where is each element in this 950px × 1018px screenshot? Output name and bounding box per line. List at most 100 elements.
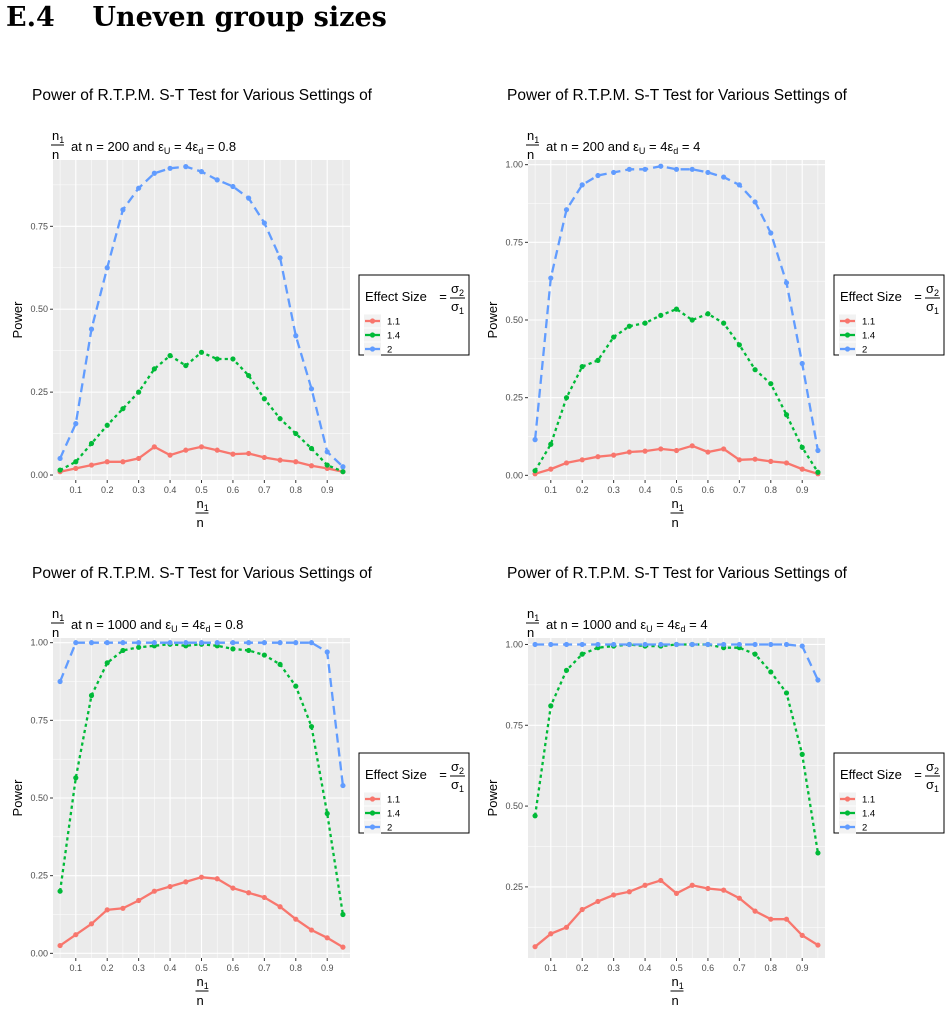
data-point	[198, 874, 205, 880]
data-point	[261, 894, 267, 901]
data-point	[799, 643, 805, 649]
frac-sub: 1	[59, 613, 64, 623]
data-point	[214, 447, 220, 453]
data-point	[261, 652, 267, 658]
x-axis-label: n1n	[670, 974, 684, 1008]
x-axis-label-numerator: n1	[197, 496, 209, 513]
data-point	[548, 275, 554, 281]
frac-n: n	[52, 606, 59, 621]
subtitle-frac-denominator: n	[527, 625, 534, 640]
data-point	[73, 459, 79, 465]
data-point	[246, 640, 252, 646]
data-point	[261, 454, 267, 461]
x-axis-label-sub: 1	[679, 503, 684, 513]
x-tick-label: 0.4	[164, 963, 177, 973]
data-point	[815, 942, 821, 948]
legend-frac-denominator: σ1	[451, 777, 464, 794]
x-tick-label: 0.4	[639, 963, 652, 973]
data-point	[308, 445, 315, 452]
x-tick-label: 0.8	[765, 963, 778, 973]
legend-frac-denominator: σ1	[451, 299, 464, 316]
x-axis-label-numerator: n1	[672, 496, 684, 513]
data-point	[151, 888, 157, 894]
x-tick-label: 0.6	[702, 485, 715, 495]
data-point	[626, 449, 632, 455]
data-point	[183, 640, 189, 646]
data-point	[88, 440, 95, 447]
data-point	[120, 640, 126, 646]
data-point	[308, 463, 315, 469]
legend-sigma-sub: 2	[459, 288, 464, 298]
data-point	[815, 469, 821, 475]
y-tick-label: 0.25	[30, 387, 48, 397]
data-point	[752, 651, 758, 657]
legend-sigma-sub: 2	[934, 766, 939, 776]
data-point	[261, 220, 267, 226]
x-axis-label-n: n	[197, 974, 204, 989]
y-tick-label: 0.50	[30, 793, 48, 803]
section-number: E.4	[6, 2, 55, 33]
data-point	[246, 372, 252, 379]
data-point	[705, 449, 711, 455]
legend-sigma: σ	[451, 759, 459, 774]
y-axis-label: Power	[10, 779, 25, 817]
data-point	[673, 890, 680, 896]
data-point	[104, 640, 110, 646]
x-axis-label-sub: 1	[204, 503, 209, 513]
data-point	[768, 669, 774, 675]
x-axis-label-denominator: n	[672, 515, 679, 530]
data-point	[308, 640, 315, 646]
data-point	[563, 460, 570, 466]
frac-sub: 1	[534, 135, 539, 145]
data-point	[736, 641, 742, 648]
legend-sigma-sub: 1	[934, 784, 939, 794]
data-point	[783, 916, 790, 922]
data-point	[167, 640, 173, 646]
x-axis-label-n: n	[672, 974, 679, 989]
x-axis-label-numerator: n1	[197, 974, 209, 991]
data-point	[340, 944, 346, 950]
data-point	[626, 323, 632, 329]
data-point	[340, 911, 346, 918]
legend-key-point	[844, 796, 851, 802]
data-point	[658, 446, 664, 452]
data-point	[230, 646, 236, 652]
legend-label: 1.1	[862, 795, 875, 806]
data-point	[214, 876, 220, 882]
legend-equals: =	[914, 289, 922, 304]
x-tick-label: 0.5	[670, 485, 683, 495]
chart-title: Power of R.T.P.M. S-T Test for Various S…	[32, 565, 373, 582]
data-point	[293, 459, 299, 465]
y-tick-label: 0.50	[30, 304, 48, 314]
x-tick-label: 0.2	[101, 485, 114, 495]
legend-sigma-sub: 1	[934, 306, 939, 316]
subtitle-post: = 0.8	[203, 139, 236, 154]
subtitle-sub2: d	[680, 624, 685, 634]
data-point	[73, 421, 79, 427]
data-point	[815, 850, 821, 856]
data-point	[815, 447, 821, 454]
x-axis-label-denominator: n	[197, 993, 204, 1008]
x-tick-label: 0.7	[258, 963, 271, 973]
legend-label: 1.4	[387, 809, 400, 820]
legend-sigma: σ	[926, 299, 934, 314]
chart-panel-bottom-left: Power of R.T.P.M. S-T Test for Various S…	[0, 538, 475, 1016]
legend-title: Effect Size	[840, 289, 902, 304]
frac-n: n	[527, 606, 534, 621]
data-point	[768, 230, 774, 236]
x-tick-label: 0.9	[321, 485, 334, 495]
x-tick-label: 0.7	[733, 485, 746, 495]
data-point	[611, 892, 617, 898]
data-point	[198, 349, 205, 355]
data-point	[120, 406, 126, 412]
data-point	[198, 169, 205, 175]
subtitle-mid: = 4ε	[170, 139, 198, 154]
data-point	[626, 166, 632, 172]
chart-panel-top-right: Power of R.T.P.M. S-T Test for Various S…	[475, 60, 950, 538]
data-point	[579, 641, 585, 648]
data-point	[183, 164, 189, 170]
x-tick-label: 0.7	[733, 963, 746, 973]
subtitle-post: = 0.8	[211, 617, 244, 632]
legend-sigma-sub: 2	[934, 288, 939, 298]
x-tick-label: 0.1	[70, 963, 83, 973]
